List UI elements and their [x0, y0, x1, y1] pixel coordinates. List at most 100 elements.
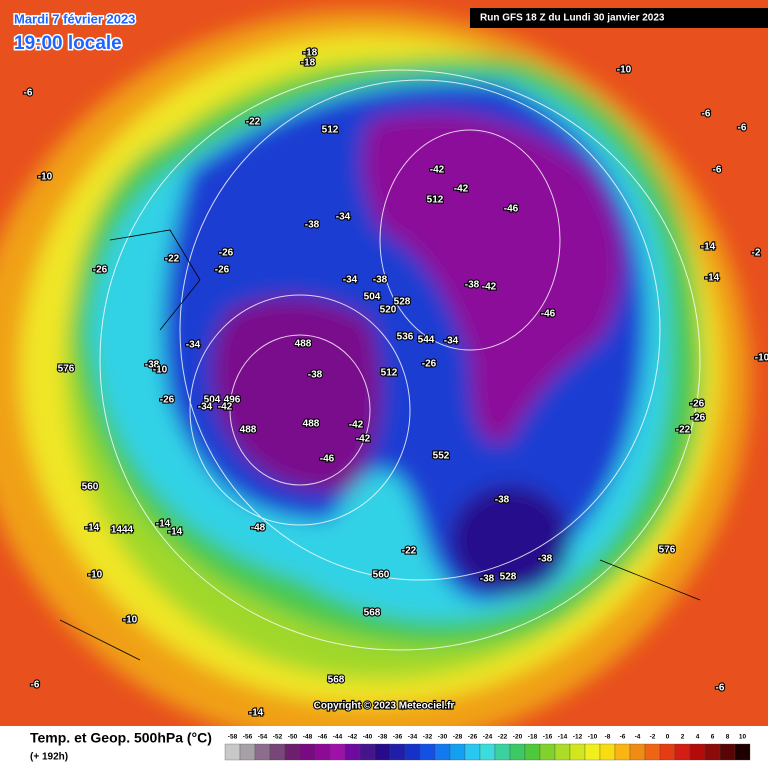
- map-label: 560: [82, 482, 99, 493]
- map-label: -6: [713, 165, 722, 176]
- map-label: -34: [186, 340, 201, 351]
- scale-swatch: [434, 743, 451, 761]
- scale-swatch: [599, 743, 616, 761]
- map-field: -18-18-10-6-22512-6-6-10-42-42512-46-34-…: [0, 0, 768, 726]
- scale-label: -48: [303, 734, 313, 741]
- map-label: 488: [303, 419, 320, 430]
- scale-label: -38: [378, 734, 388, 741]
- scale-label: -8: [605, 734, 611, 741]
- scale-swatch: [524, 743, 541, 761]
- scale-swatch: [329, 743, 346, 761]
- scale-swatch: [269, 743, 286, 761]
- map-label: 488: [295, 339, 312, 350]
- map-label: 496: [224, 395, 241, 406]
- scale-label: 4: [696, 734, 700, 741]
- scale-label: -18: [528, 734, 538, 741]
- scale-swatch: [299, 743, 316, 761]
- map-label: -46: [541, 309, 556, 320]
- scale-swatch: [404, 743, 421, 761]
- map-label: 512: [427, 195, 444, 206]
- scale-swatch: [644, 743, 661, 761]
- scale-label: 0: [666, 734, 670, 741]
- scale-label: 10: [739, 734, 747, 741]
- map-label: -38: [538, 554, 553, 565]
- scale-label: -34: [408, 734, 418, 741]
- scale-swatch: [374, 743, 391, 761]
- map-label: 544: [418, 335, 435, 346]
- scale-label: -40: [363, 734, 373, 741]
- map-label: -46: [504, 204, 519, 215]
- scale-swatch: [254, 743, 271, 761]
- map-label: -10: [153, 365, 168, 376]
- scale-swatch: [569, 743, 586, 761]
- scale-swatch: [449, 743, 466, 761]
- scale-swatch: [629, 743, 646, 761]
- map-label: -26: [219, 248, 234, 259]
- copyright: Copyright © 2023 Meteociel.fr: [314, 701, 455, 712]
- temperature-field: [0, 10, 750, 726]
- scale-swatch: [614, 743, 631, 761]
- scale-label: -50: [288, 734, 298, 741]
- map-label: 512: [322, 125, 339, 136]
- map-label: -26: [160, 395, 175, 406]
- scale-swatch: [509, 743, 526, 761]
- map-label: -42: [218, 402, 233, 413]
- map-label: -14: [705, 273, 720, 284]
- scale-swatch: [659, 743, 676, 761]
- scale-swatch: [554, 743, 571, 761]
- map-label: 576: [659, 545, 676, 556]
- map-label: -38: [480, 574, 495, 585]
- map-label: 1444: [111, 525, 134, 536]
- map-label: -14: [156, 519, 171, 530]
- map-label: 504: [364, 292, 381, 303]
- scale-swatch: [239, 743, 256, 761]
- scale-label: -10: [588, 734, 598, 741]
- map-label: -14: [701, 242, 716, 253]
- zone-darkblue-south: [450, 485, 570, 595]
- scale-swatch: [494, 743, 511, 761]
- scale-label: -42: [348, 734, 358, 741]
- map-label: 576: [58, 364, 75, 375]
- map-label: -10: [755, 353, 768, 364]
- map-label: -6: [24, 88, 33, 99]
- geopotential-contours: [99, 69, 701, 651]
- map-label: 512: [381, 368, 398, 379]
- scale-label: -28: [453, 734, 463, 741]
- map-label: -34: [444, 336, 459, 347]
- scale-label: -26: [468, 734, 478, 741]
- map-label: -22: [165, 254, 180, 265]
- map-label: 568: [364, 608, 381, 619]
- scale-swatch: [284, 743, 301, 761]
- map-label: 528: [394, 297, 411, 308]
- map-label: -6: [716, 683, 725, 694]
- date-label: Mardi 7 février 2023: [14, 11, 135, 26]
- coastlines: [59, 229, 701, 661]
- scale-label: -6: [620, 734, 626, 741]
- map-label: -26: [691, 413, 706, 424]
- map-label: -10: [38, 172, 53, 183]
- scale-label: -58: [228, 734, 238, 741]
- map-labels: -18-18-10-6-22512-6-6-10-42-42512-46-34-…: [22, 47, 768, 720]
- map-label: -6: [738, 123, 747, 134]
- scale-swatch: [584, 743, 601, 761]
- scale-swatch: [479, 743, 496, 761]
- map-label: -22: [676, 425, 691, 436]
- zone-purple-east: [362, 111, 623, 444]
- zone-purple-west: [212, 297, 382, 492]
- scale-label: -24: [483, 734, 493, 741]
- scale-swatch: [674, 743, 691, 761]
- scale-label: -46: [318, 734, 328, 741]
- map-label: -26: [690, 399, 705, 410]
- scale-label: -16: [543, 734, 553, 741]
- scale-label: -44: [333, 734, 343, 741]
- map-label: 520: [380, 305, 397, 316]
- scale-label: -30: [438, 734, 448, 741]
- map-label: -14: [85, 523, 100, 534]
- scale-swatch: [719, 743, 736, 761]
- map-label: 568: [328, 675, 345, 686]
- map-label: -38: [145, 360, 160, 371]
- run-box: [470, 8, 768, 28]
- map-label: 488: [240, 425, 257, 436]
